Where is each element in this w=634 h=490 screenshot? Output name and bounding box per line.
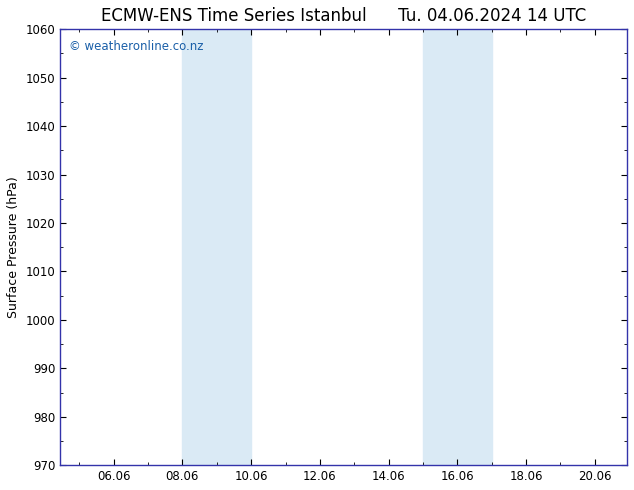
- Y-axis label: Surface Pressure (hPa): Surface Pressure (hPa): [7, 176, 20, 318]
- Text: © weatheronline.co.nz: © weatheronline.co.nz: [68, 40, 203, 53]
- Bar: [183, 29, 251, 465]
- Bar: [423, 29, 492, 465]
- Title: ECMW-ENS Time Series Istanbul      Tu. 04.06.2024 14 UTC: ECMW-ENS Time Series Istanbul Tu. 04.06.…: [101, 7, 586, 25]
